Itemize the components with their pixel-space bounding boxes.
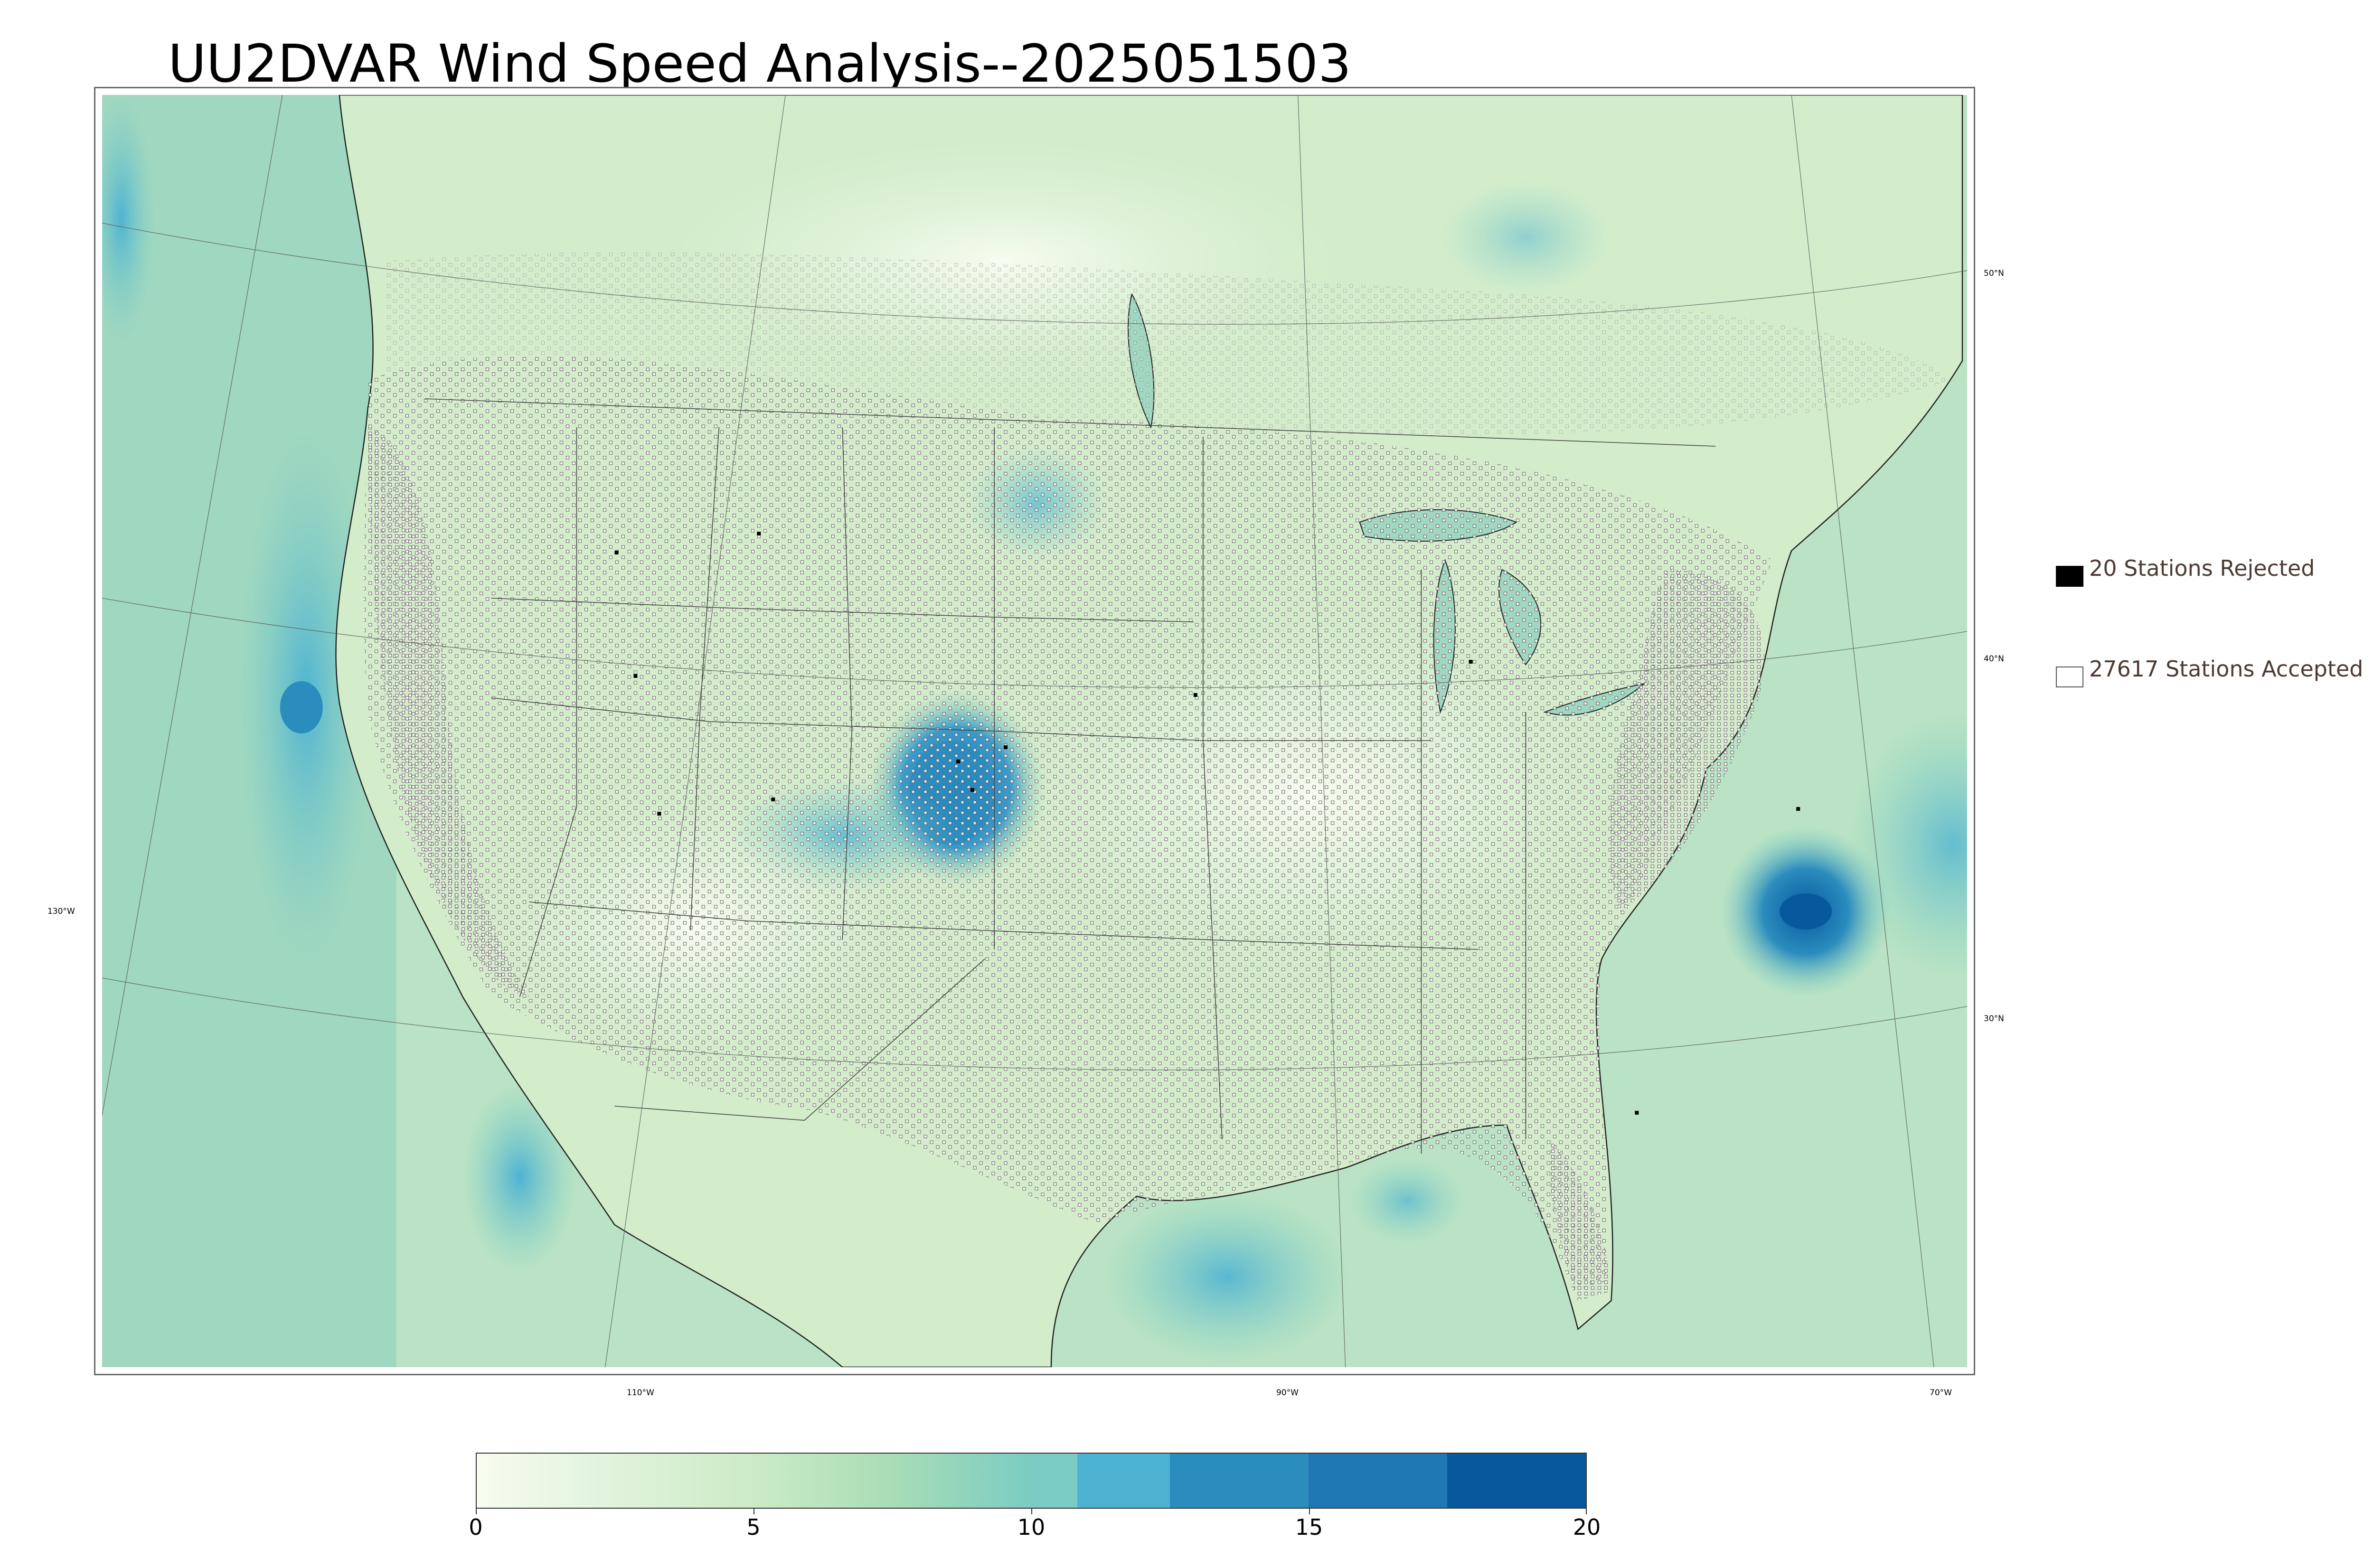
colorbar-block [1031, 1454, 1078, 1508]
pacific-fast-wind-3 [462, 1082, 577, 1272]
gulf-wind-2 [1350, 1158, 1464, 1244]
colorbar-ticks: 0 5 10 15 20 [469, 1509, 1601, 1547]
atlantic-wind-2 [1848, 712, 1967, 978]
lon-label-90w: 90°W [1276, 1388, 1299, 1398]
colorbar-block [1309, 1454, 1447, 1508]
rejected-stations [614, 532, 1800, 1115]
rejected-label: 20 Stations Rejected [2089, 555, 2315, 581]
accepted-label: 27617 Stations Accepted [2089, 656, 2364, 682]
hudson-wind [1440, 180, 1611, 294]
station-dense-east [1609, 570, 1764, 911]
colorbar-tick [1309, 1509, 1310, 1514]
colorbar-tick [1586, 1509, 1587, 1514]
colorbar-block [1077, 1454, 1170, 1508]
colorbar-tick-label: 10 [1017, 1514, 1046, 1540]
lat-label-30n: 30°N [1984, 1014, 2004, 1023]
station-dense-florida [1548, 1139, 1611, 1301]
lon-label-110w: 110°W [627, 1388, 654, 1398]
gulf-wind [1103, 1192, 1350, 1362]
political-borders [424, 398, 1716, 1154]
wind-speed-map [102, 95, 1967, 1367]
station-cloud [363, 356, 1773, 1291]
colorbar-tick [476, 1509, 477, 1514]
accepted-swatch [2056, 667, 2083, 687]
station-canada-sparse [386, 252, 1953, 436]
wind-speed-colorbar [476, 1453, 1587, 1509]
map-frame [94, 87, 1975, 1375]
pacific-fast-wind-4 [102, 95, 154, 342]
lat-label-40n: 40°N [1984, 654, 2004, 664]
colorbar-tick [1031, 1509, 1032, 1514]
lon-label-130w: 130°W [47, 907, 75, 916]
station-legend: 20 Stations Rejected 27617 Stations Acce… [2056, 555, 2374, 757]
colorbar-block [1170, 1454, 1309, 1508]
colorbar-tick-label: 5 [746, 1514, 761, 1540]
colorbar-gradient [477, 1454, 1031, 1508]
pacific-fast-wind-2 [280, 681, 323, 733]
legend-rejected: 20 Stations Rejected [2056, 555, 2374, 587]
station-dense-west [367, 427, 529, 997]
colorbar-tick-label: 0 [469, 1514, 483, 1540]
map-title: UU2DVAR Wind Speed Analysis--2025051503 [168, 33, 1352, 94]
graticule [102, 95, 1967, 1367]
lat-label-50n: 50°N [1984, 269, 2004, 278]
colorbar-tick-label: 15 [1295, 1514, 1323, 1540]
atlantic-core [1780, 893, 1832, 930]
rejected-swatch [2056, 566, 2083, 587]
colorbar-tick-label: 20 [1573, 1514, 1601, 1540]
colorbar-block [1447, 1454, 1586, 1508]
lon-label-70w: 70°W [1930, 1388, 1952, 1398]
legend-accepted: 27617 Stations Accepted [2056, 656, 2374, 687]
